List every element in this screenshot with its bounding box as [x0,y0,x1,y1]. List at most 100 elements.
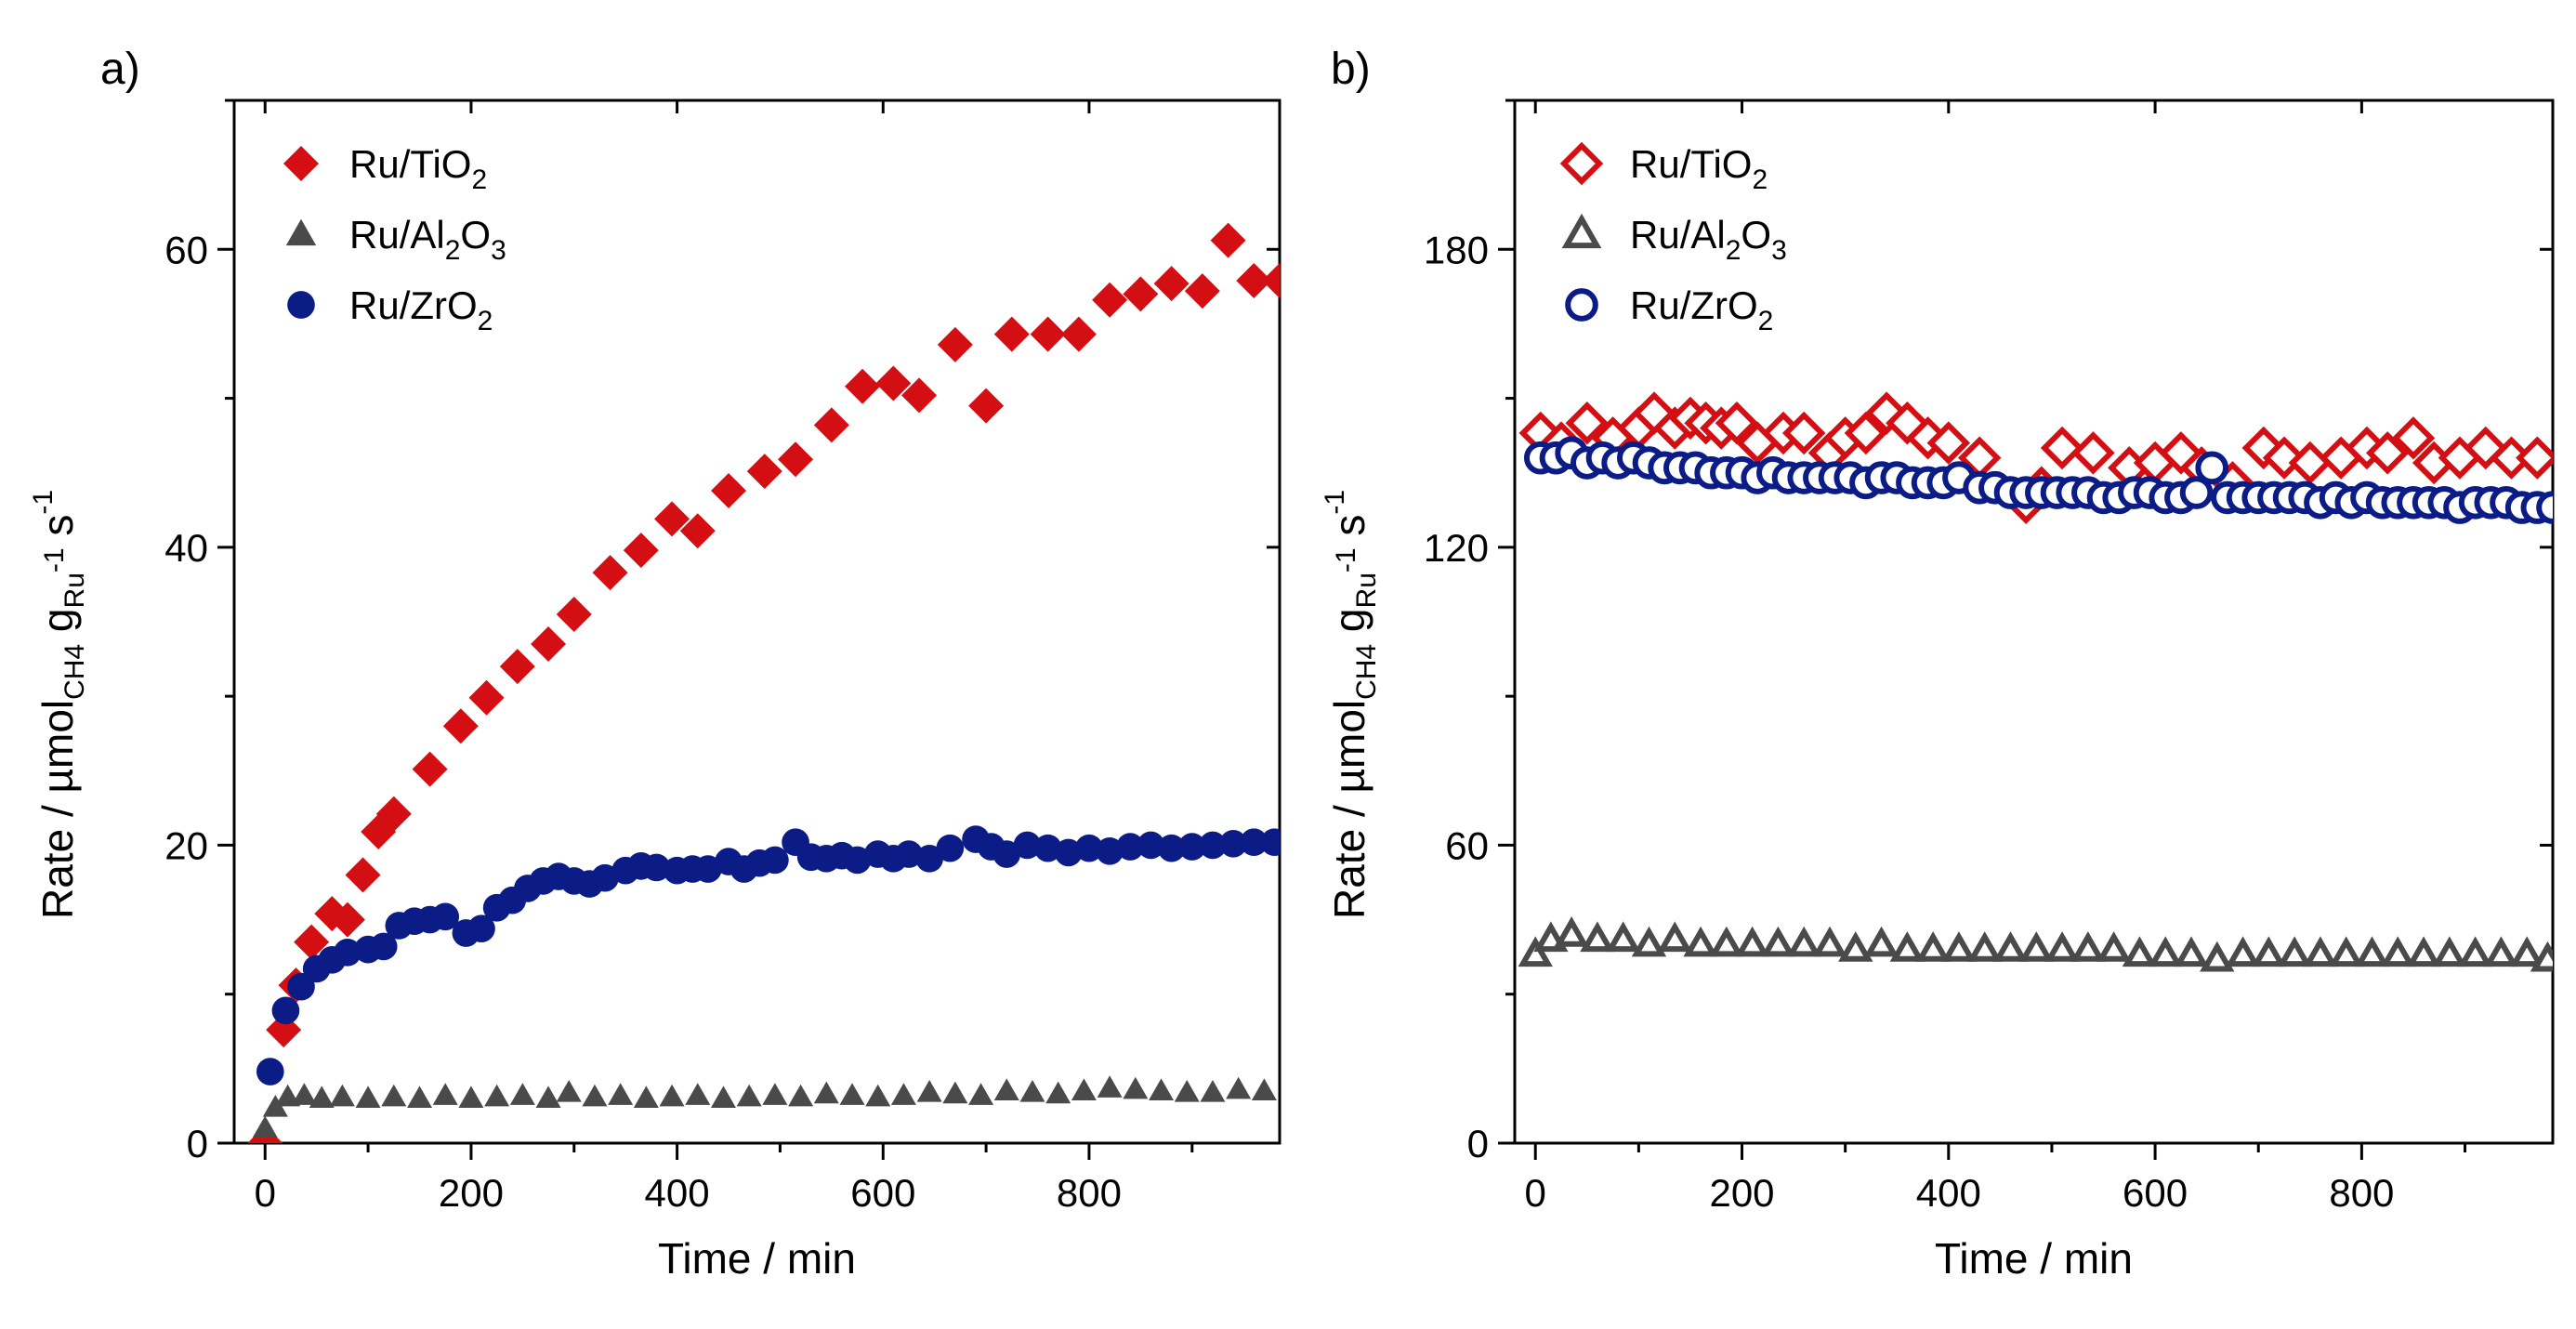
x-axis-label: Time / min [658,1234,856,1283]
data-point [2365,431,2410,475]
data-point [345,857,381,893]
data-point [1760,926,1796,957]
legend-entry: Ru/Al2O3 [1630,213,1787,266]
x-tick-label: 800 [1057,1171,1122,1215]
data-point [1262,262,1280,298]
y-tick-label: 0 [187,1122,208,1165]
x-tick-label: 400 [645,1171,710,1215]
data-point [916,1080,942,1102]
data-point [1889,931,1925,962]
x-tick-label: 200 [439,1171,504,1215]
data-point [1149,1078,1175,1101]
data-point [679,513,716,549]
data-point [499,649,535,685]
x-tick-label: 0 [1525,1171,1546,1215]
legend-marker [285,218,317,246]
data-point [1071,1078,1097,1101]
data-point [334,939,361,967]
data-point [369,932,398,961]
x-tick-label: 600 [2123,1171,2188,1215]
data-point [1734,926,1770,957]
legend-marker [283,146,319,181]
data-point [685,1083,711,1105]
data-point [355,1086,381,1109]
data-point [2516,436,2553,480]
data-point [901,377,938,414]
panel-label: a) [100,45,140,94]
plot-frame [232,99,1281,1145]
data-point [1210,222,1246,258]
data-point [2457,936,2493,967]
data-point [2174,936,2209,967]
data-point [1045,1081,1071,1104]
legend-marker [1565,288,1598,322]
data-point [813,1081,839,1104]
data-point [1153,266,1189,302]
y-axis-label: Rate / µmolCH4 gRu-1 s-1 [28,490,90,919]
y-tick-label: 60 [164,228,208,271]
data-point [2277,936,2312,967]
y-tick-label: 0 [1467,1122,1489,1165]
data-point [1683,926,1718,957]
data-point [592,555,628,591]
data-point [1019,1080,1045,1102]
data-point [1075,834,1103,862]
data-point [1240,828,1268,857]
data-point [968,388,1005,424]
data-point [1251,1078,1277,1101]
data-point [2071,431,2115,475]
data-point [252,1115,278,1138]
data-point [468,679,505,716]
data-point [736,1084,762,1107]
data-point [381,1084,407,1107]
data-point [467,915,495,943]
data-point [1137,831,1165,860]
series-ru-al2o3 [1518,916,2553,972]
data-point [2509,936,2544,967]
data-point [2070,931,2106,962]
data-point [992,840,1021,868]
series-ru-zro2 [256,825,1280,1086]
data-point [291,1083,317,1105]
data-point [2044,931,2080,962]
data-point [2148,936,2183,967]
y-tick-label: 20 [164,823,208,867]
data-point [1174,1080,1200,1102]
data-point [2018,931,2054,962]
data-point [2225,936,2261,967]
data-point [608,1083,634,1105]
data-point [1013,831,1042,860]
data-point [746,454,782,490]
data-point [1812,926,1847,957]
data-point [1657,921,1692,953]
data-point [531,626,567,663]
data-point [839,1083,865,1105]
data-point [1941,931,1977,962]
data-point [942,1081,968,1104]
data-point [936,834,965,862]
legend-marker [287,291,315,319]
data-point [1926,421,1971,465]
data-point [1786,926,1821,957]
legend-marker [1561,213,1602,249]
data-point [1715,401,1759,445]
data-point [710,1086,736,1109]
data-point [2530,941,2553,972]
legend-entry: Ru/TiO2 [1630,142,1768,195]
data-point [329,1084,355,1107]
data-point [262,1095,288,1117]
data-point [1260,828,1280,857]
data-point [1781,411,1826,455]
data-point [1200,1080,1226,1102]
data-point [1236,262,1272,298]
data-point [2391,416,2436,460]
data-point [1177,833,1206,861]
y-tick-label: 60 [1445,823,1489,867]
data-point [1060,316,1097,352]
data-point [845,368,881,404]
data-point [1565,401,1610,445]
data-point [535,1086,561,1109]
data-point [1116,833,1145,861]
data-point [1580,921,1615,953]
plot-frame [1513,99,2555,1145]
